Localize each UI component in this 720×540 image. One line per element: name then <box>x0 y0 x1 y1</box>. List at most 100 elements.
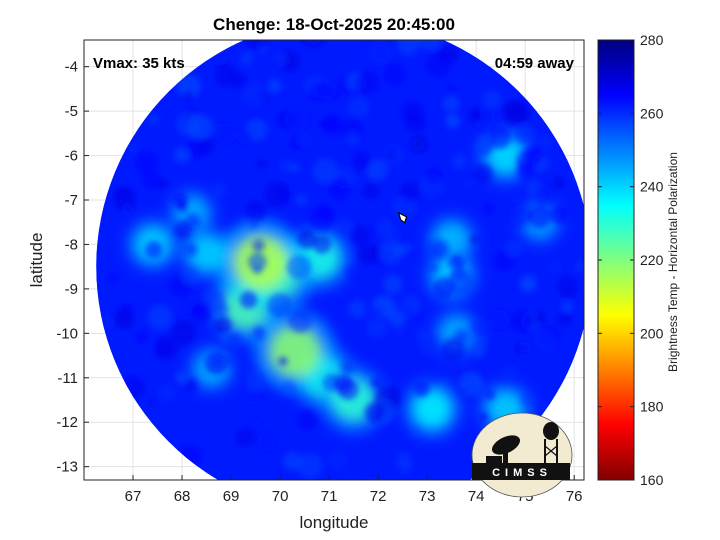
texture-blob <box>385 150 395 160</box>
texture-blob <box>252 239 265 252</box>
texture-blob <box>465 178 475 187</box>
texture-blob <box>177 202 188 213</box>
y-axis-label: latitude <box>27 233 46 288</box>
texture-blob <box>244 364 253 373</box>
colorbar-tick-label: 220 <box>640 252 664 268</box>
texture-blob <box>226 355 237 366</box>
texture-blob <box>369 41 393 66</box>
y-tick-label: -8 <box>65 236 78 253</box>
colorbar-ticks: 160 180 200 220 240 260 280 <box>598 32 664 488</box>
swath-texture <box>96 40 584 480</box>
texture-blob <box>446 83 455 92</box>
texture-blob <box>185 137 209 160</box>
texture-blob <box>108 272 119 283</box>
texture-blob <box>400 100 424 124</box>
texture-blob <box>312 158 338 184</box>
texture-blob <box>505 239 523 258</box>
x-tick-label: 71 <box>321 488 338 505</box>
texture-blob <box>153 335 179 361</box>
texture-blob <box>399 181 420 202</box>
texture-blob <box>248 417 261 430</box>
texture-blob <box>475 137 492 153</box>
texture-blob <box>114 309 134 330</box>
y-tick-label: -5 <box>65 103 78 120</box>
texture-blob <box>226 332 243 349</box>
texture-blob <box>510 309 534 333</box>
y-axis-ticks: -4 -5 -6 -7 -8 -9 -10 -11 -12 -13 <box>56 59 89 476</box>
texture-blob <box>395 325 405 335</box>
texture-blob <box>297 229 317 249</box>
colorbar-tick-label: 260 <box>640 105 664 121</box>
x-tick-label: 74 <box>468 488 485 505</box>
texture-blob <box>470 235 479 244</box>
texture-blob <box>213 316 232 335</box>
texture-blob <box>182 89 194 102</box>
texture-blob <box>204 351 228 375</box>
y-tick-label: -10 <box>56 325 78 342</box>
texture-blob <box>235 427 255 448</box>
texture-blob <box>479 412 489 422</box>
colorbar-tick-label: 160 <box>640 472 664 488</box>
texture-blob <box>501 365 518 382</box>
texture-blob <box>300 40 327 49</box>
texture-blob <box>355 70 379 95</box>
texture-blob <box>350 225 372 247</box>
texture-blob <box>392 195 417 221</box>
texture-blob <box>283 452 302 471</box>
texture-blob <box>482 90 502 109</box>
texture-blob <box>145 241 163 259</box>
texture-blob <box>426 369 439 383</box>
texture-blob <box>535 329 557 351</box>
texture-blob <box>289 162 299 172</box>
texture-blob <box>171 319 197 346</box>
texture-blob <box>414 381 430 397</box>
x-tick-label: 76 <box>566 488 583 505</box>
texture-blob <box>264 181 291 208</box>
texture-blob <box>348 96 370 118</box>
texture-blob <box>135 330 149 344</box>
texture-blob <box>552 176 566 190</box>
x-tick-label: 69 <box>223 488 240 505</box>
feature-point <box>188 235 225 272</box>
texture-blob <box>416 329 426 339</box>
texture-blob <box>521 392 535 407</box>
texture-blob <box>454 293 464 303</box>
texture-blob <box>245 200 267 222</box>
texture-blob <box>220 334 230 343</box>
texture-blob <box>129 143 138 153</box>
texture-blob <box>274 52 288 65</box>
texture-blob <box>442 95 460 113</box>
texture-blob <box>453 328 470 345</box>
texture-blob <box>378 240 402 264</box>
texture-blob <box>485 390 495 400</box>
vmax-annotation: Vmax: 35 kts <box>93 55 185 72</box>
y-tick-label: -11 <box>57 370 78 387</box>
texture-blob <box>309 205 335 232</box>
texture-blob <box>362 182 380 200</box>
texture-blob <box>467 107 481 122</box>
y-tick-label: -9 <box>65 281 78 298</box>
colorbar-tick-label: 240 <box>640 179 664 195</box>
x-axis-label: longitude <box>299 513 368 532</box>
texture-blob <box>181 267 199 285</box>
x-tick-label: 72 <box>370 488 387 505</box>
texture-blob <box>410 428 420 437</box>
texture-blob <box>534 185 554 205</box>
texture-blob <box>283 107 310 133</box>
texture-blob <box>451 153 467 169</box>
y-tick-label: -7 <box>65 192 78 209</box>
texture-blob <box>501 100 528 126</box>
texture-blob <box>490 310 510 330</box>
texture-blob <box>419 336 439 357</box>
texture-blob <box>403 243 413 252</box>
texture-blob <box>175 370 189 385</box>
colorbar-tick-label: 200 <box>640 325 664 341</box>
texture-blob <box>242 82 266 106</box>
texture-blob <box>296 193 308 206</box>
texture-blob <box>537 135 552 150</box>
texture-blob <box>514 342 525 354</box>
texture-blob <box>337 378 359 401</box>
colorbar-label: Brightness Temp - Horizontal Polarizatio… <box>666 152 680 372</box>
texture-blob <box>307 81 329 103</box>
